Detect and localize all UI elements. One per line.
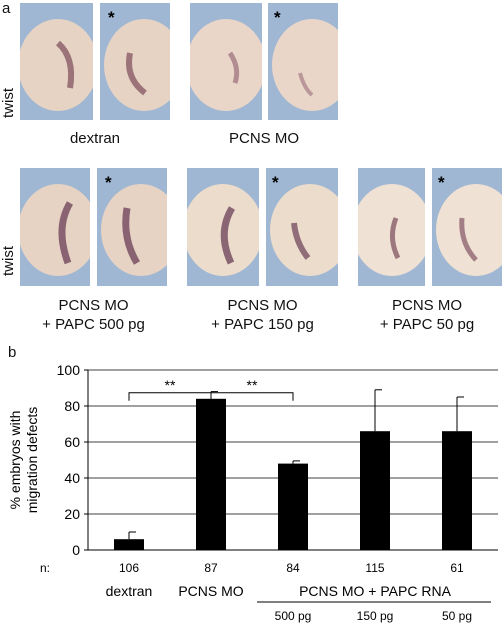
y-tick-label: 0 [72,542,80,558]
embryo-image-papc50-injected: * [432,168,502,286]
injected-side-marker: * [108,8,115,27]
caption-papc150-line1: PCNS MO [227,297,298,314]
bar [360,431,390,550]
x-labels: 106 87 84 115 61 dextran PCNS MO 500 pg 150 pg 50… [106,561,472,623]
significance-label: ** [247,377,258,393]
n-value: 87 [204,561,218,575]
y-axis-label-line1: % embryos with [7,411,23,510]
bar [442,431,472,550]
row-label-twist-1: twist [0,88,17,118]
bar [114,539,144,550]
embryo-image-dextran [20,3,93,120]
caption-dextran: dextran [69,130,121,147]
embryo-image-papc150 [187,168,259,286]
panel-a-letter: a [2,0,11,17]
injected-side-marker: * [274,8,281,27]
caption-papc150: PCNS MO + PAPC 150 pg [187,296,338,334]
category-label: PCNS MO [178,583,243,599]
embryo-image-pcns-mo-injected: * [268,3,338,120]
caption-pcns-mo: PCNS MO [228,130,299,147]
bar [196,398,226,550]
panel-b-letter: b [8,344,17,361]
bar-chart: 0 20 40 60 80 100 ** ** 106 87 84 115 61 dextran PCN… [7,362,498,623]
caption-papc150-line2: + PAPC 150 pg [211,316,314,333]
y-tick-label: 80 [64,398,80,414]
y-tick-label: 60 [64,434,80,450]
embryo-image-papc150-injected: * [266,168,338,286]
significance-brackets: ** ** [128,377,294,401]
caption-papc500: PCNS MO + PAPC 500 pg [20,296,167,334]
y-tick-label: 20 [64,506,80,522]
n-value: 61 [450,561,464,575]
y-tick-label: 40 [64,470,80,486]
embryo-image-pcns-mo [190,3,262,120]
significance-label: ** [165,377,176,393]
injected-side-marker: * [105,173,112,192]
injected-side-marker: * [438,173,445,192]
y-tick-label: 100 [57,362,81,378]
category-label: 500 pg [275,609,312,623]
significance-bracket [210,392,294,401]
n-value: 115 [365,561,384,575]
y-axis: 0 20 40 60 80 100 [57,362,498,558]
category-label: dextran [106,583,153,599]
caption-papc50-line2: + PAPC 50 pg [379,316,475,333]
caption-papc50: PCNS MO + PAPC 50 pg [352,296,502,334]
embryo-image-papc500 [20,168,90,286]
group-label: PCNS MO + PAPC RNA [299,583,451,599]
y-axis-label-line2: migration defects [24,407,40,514]
n-label: n: [40,561,50,575]
n-value: 84 [286,561,300,575]
embryo-image-papc500-injected: * [97,168,167,286]
embryo-image-papc50 [358,168,425,286]
category-label: 50 pg [442,609,472,623]
n-value: 106 [119,561,139,575]
category-label: 150 pg [357,609,394,623]
bars [114,398,472,550]
row-label-twist-2: twist [0,246,17,276]
injected-side-marker: * [272,173,279,192]
embryo-image-dextran-injected: * [100,3,170,120]
caption-papc500-line1: PCNS MO [58,297,129,314]
caption-papc500-line2: + PAPC 500 pg [42,316,145,333]
error-bars [128,389,464,540]
bar [278,463,308,550]
caption-papc50-line1: PCNS MO [391,297,462,314]
